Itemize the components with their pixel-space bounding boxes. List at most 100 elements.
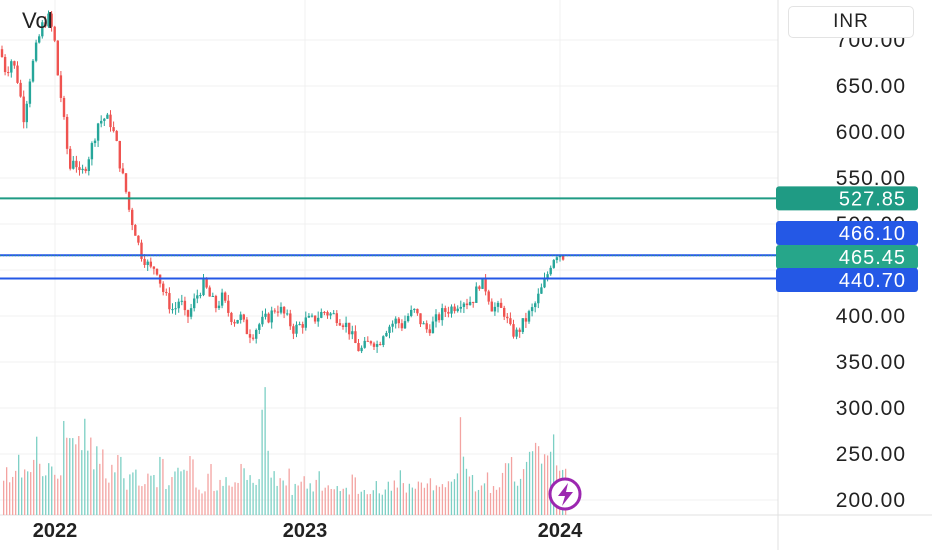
volume-bar: [252, 482, 254, 515]
candle-body: [168, 293, 171, 310]
volume-bar: [360, 491, 362, 515]
volume-bar: [405, 492, 408, 515]
volume-bar: [117, 455, 119, 515]
candle-body: [214, 295, 218, 309]
volume-bar: [30, 472, 32, 515]
candle-body: [267, 313, 270, 323]
price-badge-bg: [776, 221, 918, 245]
candle-body: [69, 148, 72, 169]
candle-body: [255, 329, 258, 339]
volume-bar: [435, 485, 438, 515]
candle-body: [134, 225, 137, 236]
volume-bar: [414, 488, 417, 515]
volume-bar: [501, 472, 504, 515]
candle-body: [341, 325, 345, 327]
volume-bar: [471, 474, 474, 515]
candle-body: [261, 316, 264, 325]
candle-body: [84, 168, 87, 172]
candle-body: [323, 311, 326, 313]
volume-bars: [3, 387, 567, 515]
candle-body: [186, 310, 190, 317]
volume-bar: [180, 471, 182, 515]
volume-bar: [480, 485, 483, 515]
candle-body: [372, 343, 376, 347]
x-axis[interactable]: 2022 2023 2024: [33, 520, 583, 542]
candle-body: [351, 331, 354, 335]
volume-bar: [57, 478, 59, 515]
volume-bar: [282, 480, 284, 515]
candle-body: [0, 49, 4, 57]
candle-body: [137, 235, 140, 243]
volume-bar: [195, 487, 197, 515]
candle-body: [289, 313, 292, 327]
volume-bar: [258, 479, 260, 515]
candle-body: [416, 308, 419, 314]
volume-bar: [333, 489, 335, 515]
volume-bar: [393, 480, 395, 515]
y-tick-label: 350.00: [836, 351, 906, 374]
volume-bar: [3, 480, 5, 515]
volume-bar: [474, 491, 477, 515]
candle-body: [441, 308, 444, 321]
candle-body: [124, 173, 128, 192]
volume-bar: [174, 471, 176, 515]
volume-bar: [345, 487, 347, 515]
candle-body: [205, 278, 208, 288]
horizontal-levels[interactable]: [0, 197, 778, 280]
currency-selector[interactable]: INR: [788, 6, 914, 38]
candle-body: [103, 118, 106, 121]
candle-body: [28, 81, 32, 104]
y-tick-label: 600.00: [836, 121, 906, 144]
candle-body: [180, 300, 183, 302]
candle-body: [112, 127, 115, 132]
candle-body: [422, 323, 425, 325]
candle-body: [93, 140, 97, 144]
x-tick-label: 2023: [283, 520, 328, 542]
volume-bar: [396, 487, 398, 515]
candle-body: [162, 283, 165, 292]
candle-body: [251, 337, 255, 339]
flash-badge[interactable]: [548, 477, 582, 511]
candle-body: [227, 300, 230, 313]
candle-body: [496, 302, 500, 307]
volume-bar: [384, 489, 386, 515]
volume-bar: [447, 481, 450, 515]
volume-bar: [129, 474, 131, 515]
candle-body: [53, 26, 56, 41]
volume-bar: [207, 473, 209, 515]
candle-body: [31, 60, 35, 82]
candle-body: [121, 168, 125, 174]
volume-bar: [255, 484, 257, 515]
candle-body: [506, 316, 509, 319]
candle-body: [236, 320, 239, 324]
candle-body: [549, 267, 552, 275]
volume-bar: [456, 473, 459, 515]
candle-body: [282, 306, 286, 314]
candle-body: [56, 40, 59, 76]
volume-bar: [213, 490, 215, 515]
candle-body: [78, 167, 81, 171]
candle-body: [459, 306, 462, 309]
volume-bar: [492, 486, 495, 515]
volume-bar: [273, 471, 275, 515]
candle-body: [410, 309, 413, 316]
candle-body: [329, 313, 332, 316]
volume-bar: [294, 483, 296, 515]
candle-body: [304, 317, 307, 328]
candle-body: [146, 261, 149, 265]
candle-body: [478, 286, 481, 289]
candle-body: [165, 291, 168, 294]
y-tick-label: 300.00: [836, 397, 906, 420]
candle-body: [546, 274, 549, 279]
volume-bar: [183, 469, 185, 515]
volume-bar: [159, 456, 161, 515]
volume-bar: [99, 463, 101, 515]
volume-bar: [219, 479, 221, 515]
candle-body: [397, 318, 400, 324]
volume-bar: [171, 477, 173, 515]
volume-bar: [198, 489, 200, 515]
candle-body: [100, 120, 103, 124]
candle-body: [391, 323, 394, 327]
